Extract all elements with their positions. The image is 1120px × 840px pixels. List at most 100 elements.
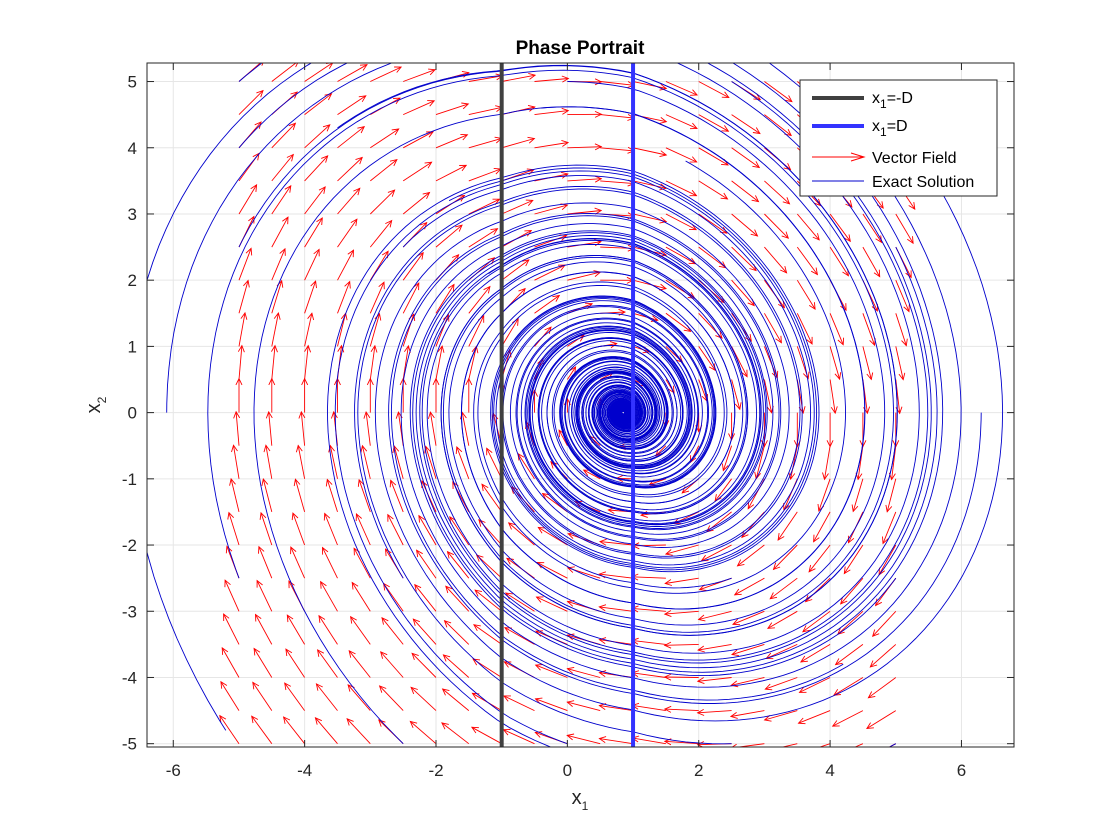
vector-field-arrow xyxy=(840,577,864,605)
vector-field-arrow xyxy=(381,616,404,645)
vector-field-arrow xyxy=(818,743,831,747)
vector-field-arrow xyxy=(829,213,851,243)
vector-field-arrow xyxy=(238,184,258,215)
vector-field-arrow xyxy=(731,114,761,135)
vector-field-arrow xyxy=(259,511,273,546)
x-tick-label: -4 xyxy=(297,761,312,780)
vector-field-arrow xyxy=(665,147,698,163)
vector-field-arrow xyxy=(304,312,315,347)
vector-field-arrow xyxy=(468,285,491,314)
vector-field-arrow xyxy=(632,147,668,158)
vector-field-arrow xyxy=(788,445,798,481)
legend-swatch-vector-field xyxy=(812,152,866,162)
vector-field-arrow xyxy=(567,207,603,215)
vector-field-arrow xyxy=(474,589,502,612)
y-tick-label: -2 xyxy=(122,536,137,555)
vector-field-arrow xyxy=(442,654,470,678)
vector-field-arrow xyxy=(829,346,842,381)
vector-field-arrow xyxy=(764,213,790,239)
vector-field-arrow xyxy=(357,478,371,513)
vector-field-arrow xyxy=(486,447,503,479)
vector-field-arrow xyxy=(663,641,699,649)
vector-field-arrow xyxy=(534,75,570,83)
vector-field-arrow xyxy=(304,155,329,182)
exact-solution-trajectory xyxy=(390,215,844,701)
vector-field-arrow xyxy=(389,479,404,513)
vector-field-arrow xyxy=(777,511,798,541)
vector-field-arrow xyxy=(885,478,897,513)
vector-field-arrow xyxy=(729,710,765,719)
vector-field-arrow xyxy=(238,247,253,281)
vector-field-arrow xyxy=(697,643,732,653)
vector-field-arrow xyxy=(764,246,788,274)
vector-field-arrow xyxy=(350,615,371,645)
y-tick-label: 2 xyxy=(128,271,137,290)
vector-field-arrow xyxy=(772,544,798,571)
vector-field-arrow xyxy=(290,546,306,579)
vector-field-arrow xyxy=(360,444,371,479)
vector-field-arrow xyxy=(325,478,338,513)
vector-field-arrow xyxy=(221,646,240,678)
vector-field-arrow xyxy=(665,213,698,231)
vector-field-arrow xyxy=(402,344,411,380)
x-tick-label: 2 xyxy=(694,761,703,780)
x-tick-label: 6 xyxy=(957,761,966,780)
vector-field-arrow xyxy=(402,161,433,182)
vector-field-arrow xyxy=(862,246,881,278)
vector-field-arrow xyxy=(237,344,245,380)
x-tick-label: 4 xyxy=(825,761,834,780)
vector-field-arrow xyxy=(468,228,499,248)
vector-field-arrow xyxy=(435,164,468,182)
vector-field-arrow xyxy=(535,596,568,612)
vector-field-arrow xyxy=(567,143,603,151)
vector-field-arrow xyxy=(314,716,338,744)
vector-field-arrow xyxy=(501,259,530,281)
axis-ticks: -6 -4 -2 0 2 4 6 -5 -4 -3 -2 -1 0 1 2 3 4 5 xyxy=(122,63,1014,780)
vector-field-arrow xyxy=(320,580,338,612)
vector-field-arrow xyxy=(304,186,326,215)
vector-field-arrow xyxy=(337,126,366,149)
vector-field-arrow xyxy=(481,483,503,513)
vector-field-arrow xyxy=(731,180,760,203)
vector-field-arrow xyxy=(731,346,748,378)
vector-field-arrow xyxy=(219,714,240,744)
vector-field-arrow xyxy=(663,705,699,713)
y-tick-label: -1 xyxy=(122,470,137,489)
vector-field-arrow xyxy=(271,216,289,248)
y-tick-label: -3 xyxy=(122,602,137,621)
vector-field-arrow xyxy=(238,311,248,347)
vector-field-arrow xyxy=(696,677,732,685)
vector-field-arrow xyxy=(665,180,698,197)
vector-field-arrow xyxy=(598,736,634,745)
vector-field-arrow xyxy=(459,411,470,446)
vector-field-arrow xyxy=(424,445,437,479)
vector-field-arrow xyxy=(698,180,729,200)
vector-field-arrow xyxy=(229,477,240,513)
vector-field-arrow xyxy=(403,68,436,82)
vector-field-arrow xyxy=(282,716,305,744)
plot-frame xyxy=(146,62,1015,748)
vector-field-arrow xyxy=(337,187,361,215)
vector-field-arrow xyxy=(258,545,273,579)
vector-field-arrow xyxy=(337,280,351,314)
vector-field-arrow xyxy=(851,478,864,513)
vector-field-arrow xyxy=(304,248,320,281)
vector-field-arrow xyxy=(802,610,831,633)
vector-field-arrow xyxy=(293,478,306,513)
vector-field-arrow xyxy=(435,345,445,380)
vector-field-arrow xyxy=(813,511,831,543)
vector-field-arrow xyxy=(286,614,305,645)
vector-field-arrow xyxy=(455,446,470,479)
vector-field-arrow xyxy=(808,544,831,573)
legend: x1=-D x1=D Vector Field Exact Solution xyxy=(799,79,998,197)
vector-field-arrow xyxy=(872,610,897,637)
vector-field-arrow xyxy=(534,697,568,712)
exact-solution-trajectory xyxy=(461,106,866,610)
vector-field-arrow xyxy=(304,217,323,248)
vector-field-arrow xyxy=(304,344,312,380)
vector-field-arrow xyxy=(534,664,568,678)
vector-field-arrow xyxy=(238,279,250,314)
vector-field-arrow xyxy=(598,604,634,612)
vector-field-arrow xyxy=(271,247,286,281)
vector-field-arrow xyxy=(316,649,338,678)
